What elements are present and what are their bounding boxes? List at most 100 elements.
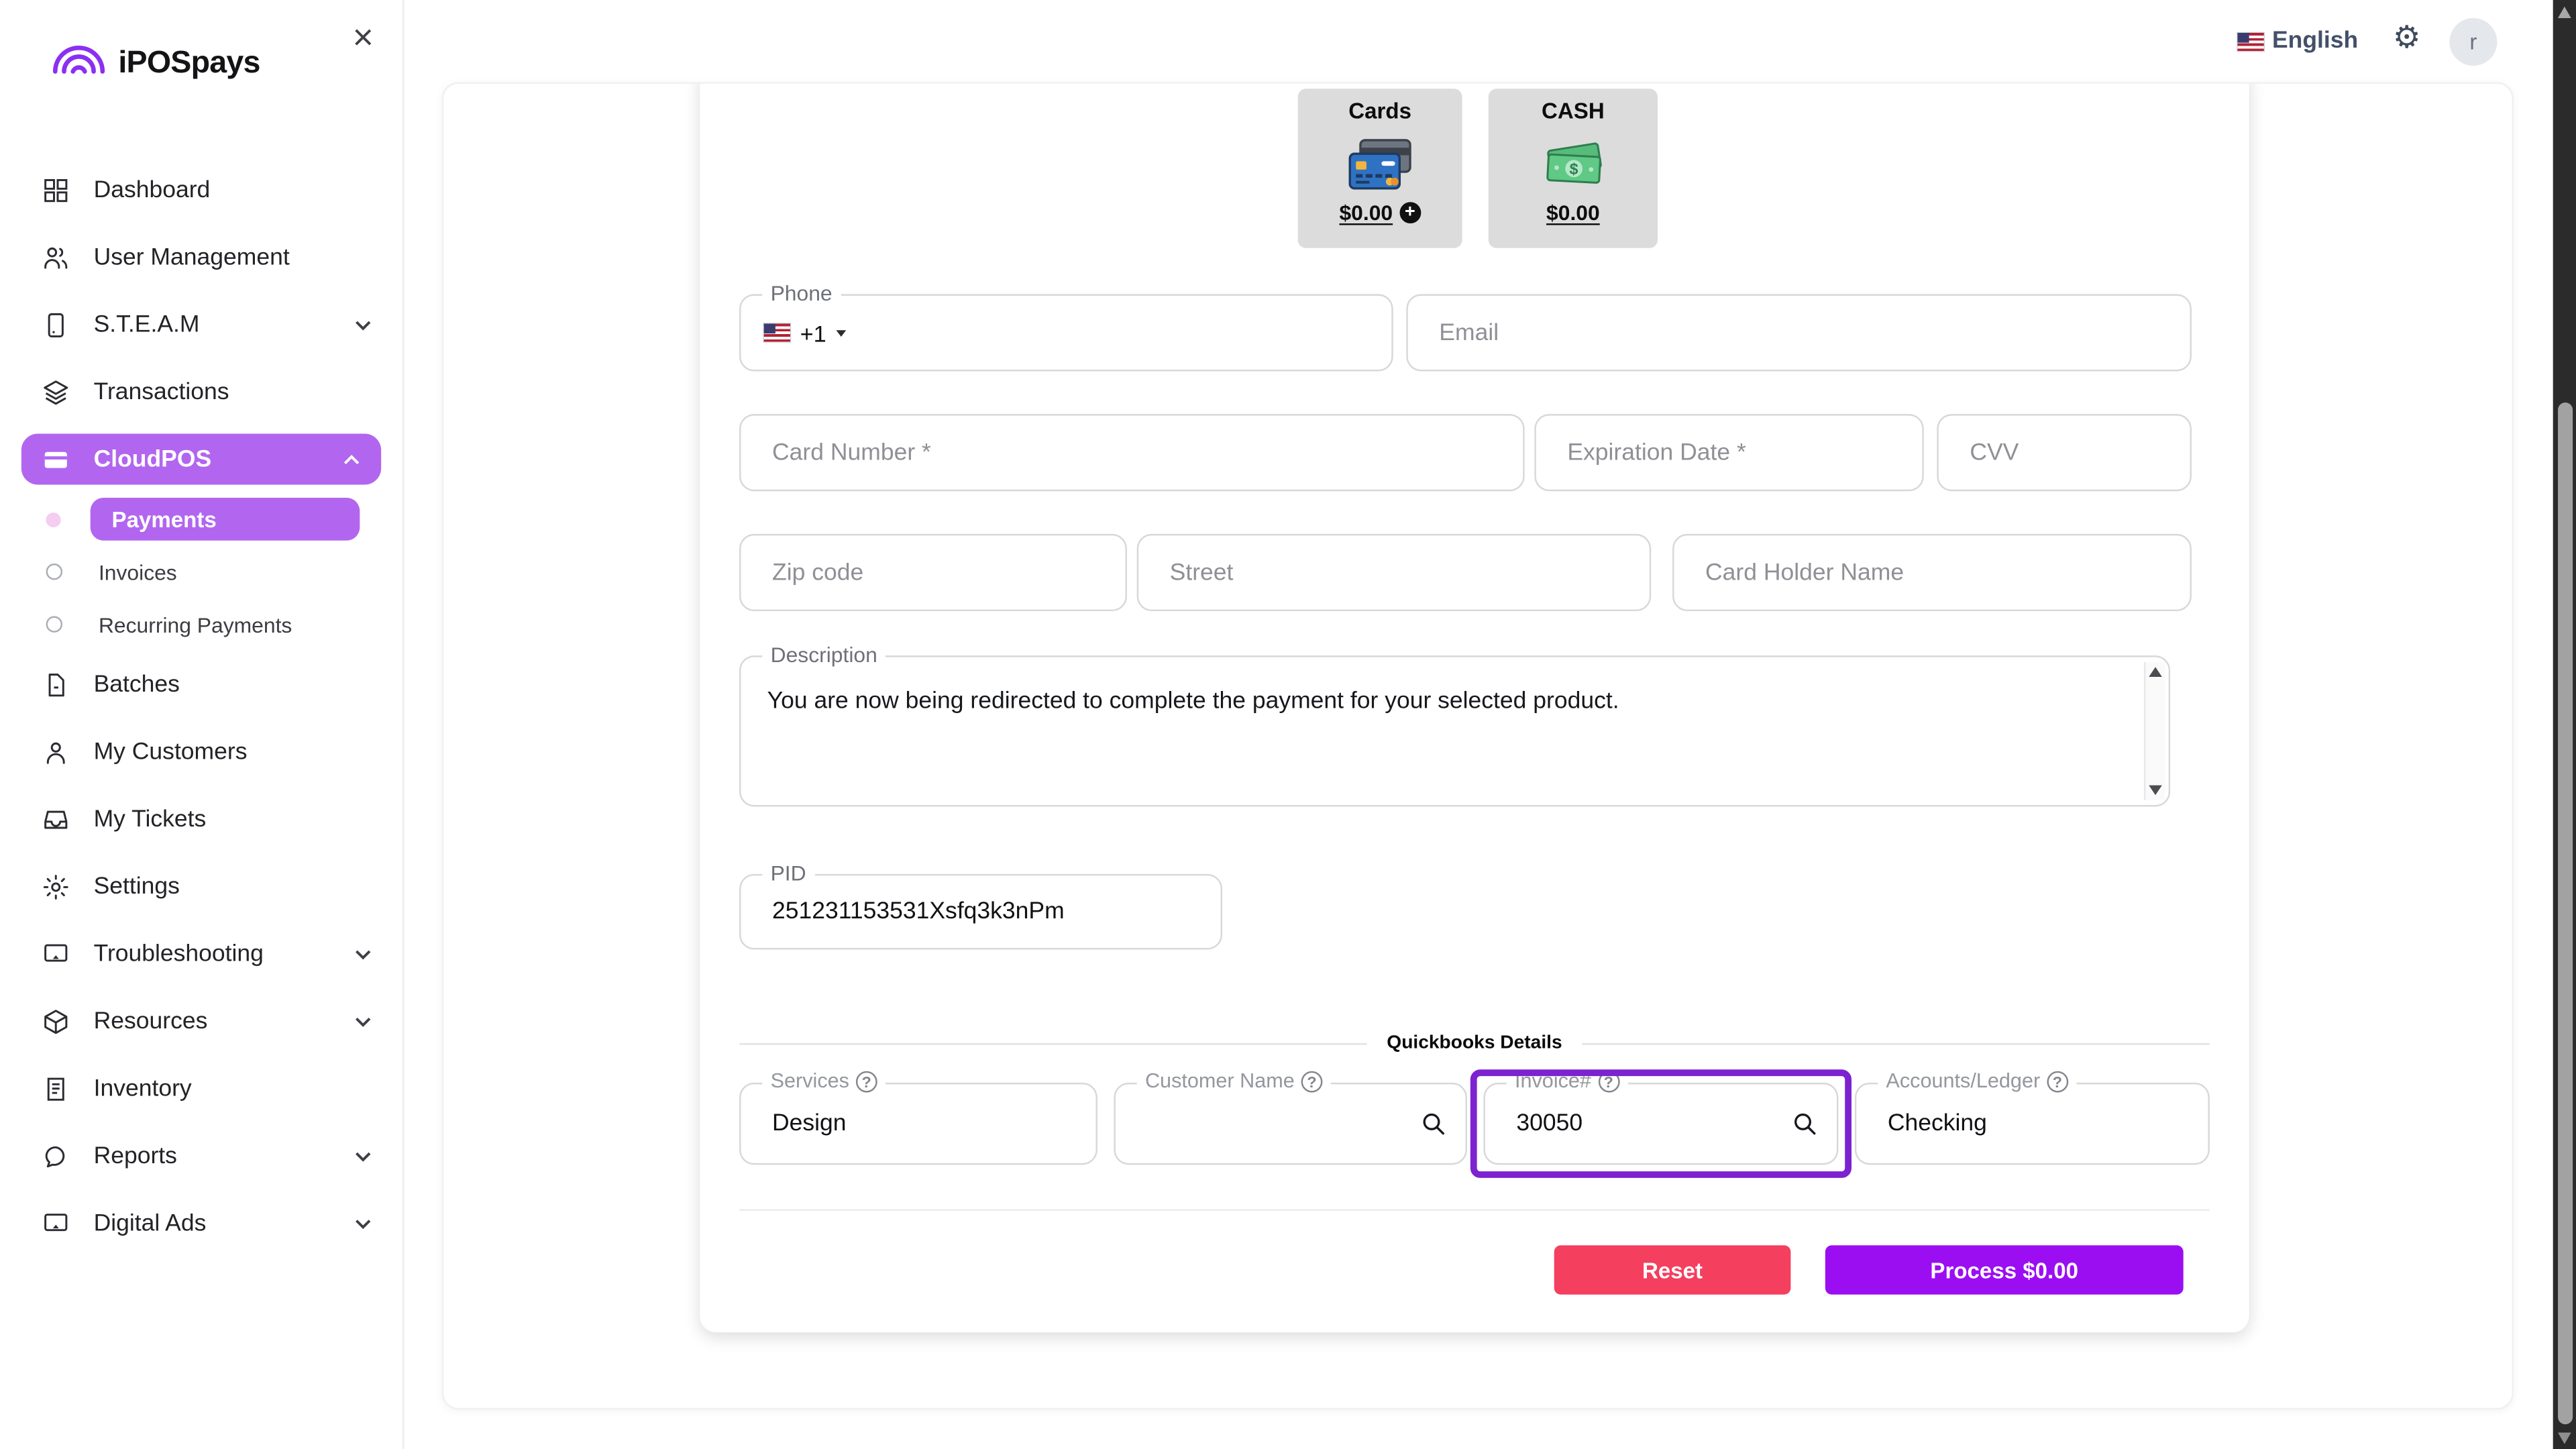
dashboard-icon [44, 178, 68, 201]
sidebar-item-label: Troubleshooting [93, 941, 264, 967]
quickbooks-title: Quickbooks Details [1387, 1033, 1562, 1053]
sidebar-item-resources[interactable]: Resources [0, 987, 402, 1055]
close-icon[interactable] [345, 19, 381, 56]
sidebar-item-my-tickets[interactable]: My Tickets [0, 786, 402, 853]
scroll-up-icon[interactable] [2149, 667, 2162, 677]
description-field[interactable]: Description You are now being redirected… [739, 642, 2171, 807]
brand-name: iPOSpays [118, 46, 260, 81]
screen-share-icon [44, 943, 68, 961]
chevron-up-icon [343, 453, 360, 464]
chevron-down-icon [356, 1218, 371, 1228]
cards-amount[interactable]: $0.00 [1339, 201, 1421, 225]
us-flag-icon [763, 323, 790, 342]
sidebar-item-user-management[interactable]: User Management [0, 223, 402, 290]
zip-placeholder: Zip code [772, 559, 864, 586]
pid-field[interactable]: PID 251231153531Xsfq3k3nPm [739, 861, 1223, 950]
card-holder-name-field[interactable]: Card Holder Name [1672, 533, 2192, 612]
sidebar-item-dashboard[interactable]: Dashboard [0, 156, 402, 223]
caret-down-icon [836, 329, 847, 336]
card-number-placeholder: Card Number * [772, 439, 931, 466]
avatar-initial: r [2469, 30, 2477, 54]
customer-name-field[interactable]: Customer Name [1114, 1069, 1467, 1165]
scroll-down-icon[interactable] [2149, 785, 2162, 796]
sidebar-item-label: Batches [93, 671, 180, 698]
sidebar-item-settings[interactable]: Settings [0, 853, 402, 920]
expiration-date-field[interactable]: Expiration Date * [1534, 414, 1924, 492]
search-icon[interactable] [1790, 1110, 1819, 1138]
avatar[interactable]: r [2449, 17, 2498, 66]
scrollbar-thumb[interactable] [2557, 402, 2572, 1425]
cvv-placeholder: CVV [1970, 439, 2019, 466]
textarea-scrollbar[interactable] [2143, 661, 2165, 800]
phone-field[interactable]: Phone +1 [739, 280, 1393, 372]
chevron-down-icon [356, 949, 371, 959]
sidebar-item-my-customers[interactable]: My Customers [0, 718, 402, 785]
sidebar-item-label: My Customers [93, 738, 248, 765]
chat-bubble-icon [45, 1145, 65, 1167]
sidebar-item-inventory[interactable]: Inventory [0, 1055, 402, 1122]
monitor-icon [44, 1213, 68, 1230]
description-text[interactable]: You are now being redirected to complete… [767, 688, 1619, 715]
phone-label: Phone [762, 280, 841, 306]
zip-code-field[interactable]: Zip code [739, 533, 1128, 612]
file-icon [48, 672, 64, 696]
document-icon [47, 1077, 64, 1100]
invoice-value: 30050 [1516, 1110, 1583, 1137]
sidebar-item-steam[interactable]: S.T.E.A.M [0, 290, 402, 358]
pid-label: PID [762, 861, 814, 886]
payment-method-cash[interactable]: CASH $ $0.00 [1488, 89, 1658, 248]
chevron-down-icon [356, 320, 371, 330]
help-icon[interactable] [2046, 1070, 2068, 1092]
sidebar-item-reports[interactable]: Reports [0, 1122, 402, 1189]
language-label: English [2271, 28, 2359, 54]
us-flag-icon [2237, 32, 2264, 50]
sidebar-subitem-label: Invoices [98, 559, 177, 584]
card-number-field[interactable]: Card Number * [739, 414, 1525, 492]
cash-amount[interactable]: $0.00 [1546, 200, 1600, 225]
sidebar: iPOSpays Dashboard User Management S.T.E… [0, 0, 405, 1449]
accounts-ledger-value: Checking [1887, 1110, 1987, 1137]
street-field[interactable]: Street [1136, 533, 1652, 612]
process-button[interactable]: Process $0.00 [1825, 1245, 2184, 1295]
sidebar-subitem-payments[interactable]: Payments [0, 493, 402, 545]
sidebar-subitem-invoices[interactable]: Invoices [0, 545, 402, 598]
package-icon [44, 1009, 68, 1034]
email-field[interactable]: Email [1406, 294, 2192, 372]
scroll-down-icon[interactable] [2558, 1432, 2571, 1444]
bullet-icon [46, 564, 63, 580]
sidebar-item-digital-ads[interactable]: Digital Ads [0, 1189, 402, 1256]
invoice-field[interactable]: Invoice# 30050 [1483, 1069, 1839, 1165]
svg-text:$: $ [1568, 160, 1578, 178]
cash-icon: $ [1489, 129, 1658, 199]
services-field[interactable]: Services Design [739, 1069, 1097, 1165]
layers-icon [44, 380, 68, 405]
add-amount-icon[interactable] [1399, 202, 1421, 224]
sidebar-item-transactions[interactable]: Transactions [0, 358, 402, 425]
accounts-ledger-field[interactable]: Accounts/Ledger Checking [1854, 1069, 2210, 1165]
help-icon[interactable] [1597, 1070, 1619, 1092]
sidebar-item-cloudpos[interactable]: CloudPOS [21, 433, 382, 485]
bullet-icon [46, 616, 63, 633]
sidebar-item-label: S.T.E.A.M [93, 311, 200, 338]
scroll-up-icon[interactable] [2558, 6, 2571, 18]
cvv-field[interactable]: CVV [1937, 414, 2192, 492]
settings-gear-icon[interactable] [2389, 21, 2425, 58]
sidebar-subitem-label: Recurring Payments [98, 612, 292, 637]
quickbooks-divider: Quickbooks Details [739, 1033, 2210, 1053]
brand-logo-icon [49, 40, 108, 74]
sidebar-item-batches[interactable]: Batches [0, 651, 402, 718]
help-icon[interactable] [1301, 1070, 1323, 1092]
card-holder-placeholder: Card Holder Name [1705, 559, 1904, 586]
page-scrollbar[interactable] [2553, 0, 2576, 1449]
sidebar-logo-row: iPOSpays [0, 0, 402, 102]
country-code-selector[interactable]: +1 [763, 319, 847, 346]
search-icon[interactable] [1419, 1110, 1448, 1138]
payment-method-cards[interactable]: Cards $0.00 [1297, 89, 1462, 248]
sidebar-item-troubleshooting[interactable]: Troubleshooting [0, 920, 402, 987]
sidebar-item-label: Digital Ads [93, 1210, 207, 1236]
language-selector[interactable]: English [2237, 28, 2359, 54]
help-icon[interactable] [855, 1070, 877, 1092]
sidebar-subitem-recurring-payments[interactable]: Recurring Payments [0, 598, 402, 650]
sidebar-item-label: Resources [93, 1008, 208, 1034]
reset-button[interactable]: Reset [1554, 1245, 1791, 1295]
